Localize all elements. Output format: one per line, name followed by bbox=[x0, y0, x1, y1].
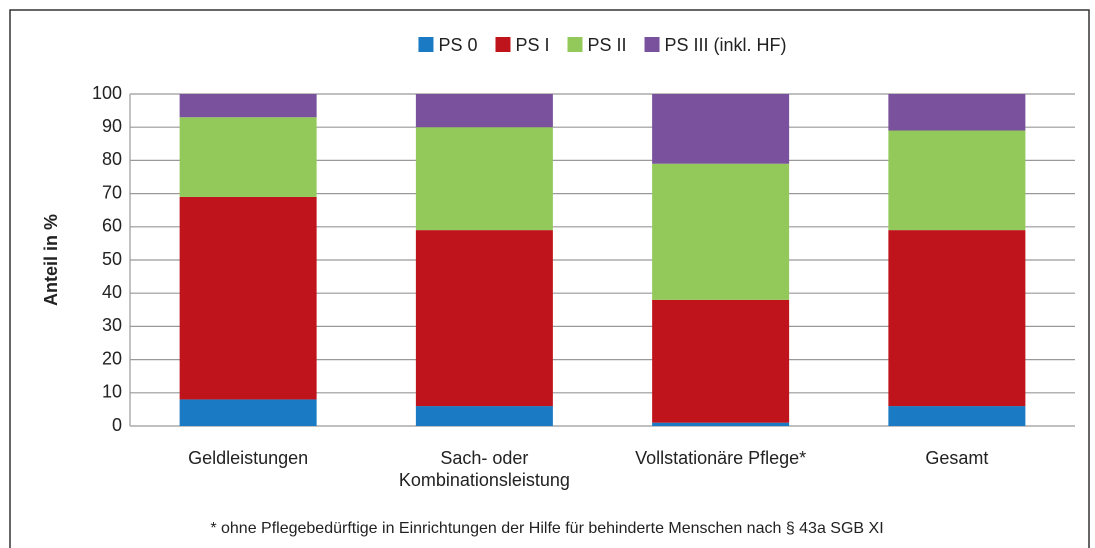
legend-swatch bbox=[418, 37, 434, 52]
x-tick-label: Geldleistungen bbox=[188, 448, 309, 468]
footnote: * ohne Pflegebedürftige in Einrichtungen… bbox=[210, 520, 883, 537]
legend-swatch bbox=[644, 37, 660, 52]
legend-swatch bbox=[495, 37, 511, 52]
y-tick-label: 30 bbox=[102, 315, 122, 335]
legend-label: PS III (inkl. HF) bbox=[665, 35, 787, 55]
bar-segment bbox=[415, 406, 553, 426]
y-tick-label: 80 bbox=[102, 149, 122, 169]
bar-segment bbox=[179, 196, 317, 400]
bar-segment bbox=[652, 422, 790, 426]
y-tick-label: 0 bbox=[112, 415, 122, 435]
y-tick-label: 60 bbox=[102, 216, 122, 236]
y-tick-label: 20 bbox=[102, 348, 122, 368]
y-tick-label: 40 bbox=[102, 282, 122, 302]
y-axis-label: Anteil in % bbox=[41, 214, 61, 306]
x-tick-label: Gesamt bbox=[925, 448, 989, 468]
bar-segment bbox=[652, 94, 790, 164]
bar-segment bbox=[888, 230, 1026, 407]
bar-segment bbox=[415, 230, 553, 407]
legend-swatch bbox=[567, 37, 583, 52]
y-tick-label: 70 bbox=[102, 182, 122, 202]
y-tick-label: 90 bbox=[102, 116, 122, 136]
bar-segment bbox=[415, 127, 553, 231]
bar-segment bbox=[415, 94, 553, 128]
legend-label: PS 0 bbox=[438, 35, 477, 55]
y-tick-label: 100 bbox=[92, 83, 122, 103]
bar-segment bbox=[179, 399, 317, 426]
frame bbox=[9, 9, 1090, 548]
x-tick-label: Vollstationäre Pflege* bbox=[635, 448, 807, 468]
bar-segment bbox=[888, 406, 1026, 426]
bar-segment bbox=[179, 117, 317, 197]
y-tick-label: 10 bbox=[102, 382, 122, 402]
bar-segment bbox=[652, 299, 790, 423]
x-tick-label: Sach- oder Kombinationsleistung bbox=[398, 448, 570, 490]
bar-segment bbox=[888, 130, 1026, 231]
legend-label: PS I bbox=[515, 35, 549, 55]
legend-label: PS II bbox=[588, 35, 627, 55]
bar-segment bbox=[179, 94, 317, 118]
y-tick-label: 50 bbox=[102, 249, 122, 269]
bar-segment bbox=[652, 163, 790, 300]
bar-segment bbox=[888, 94, 1026, 131]
